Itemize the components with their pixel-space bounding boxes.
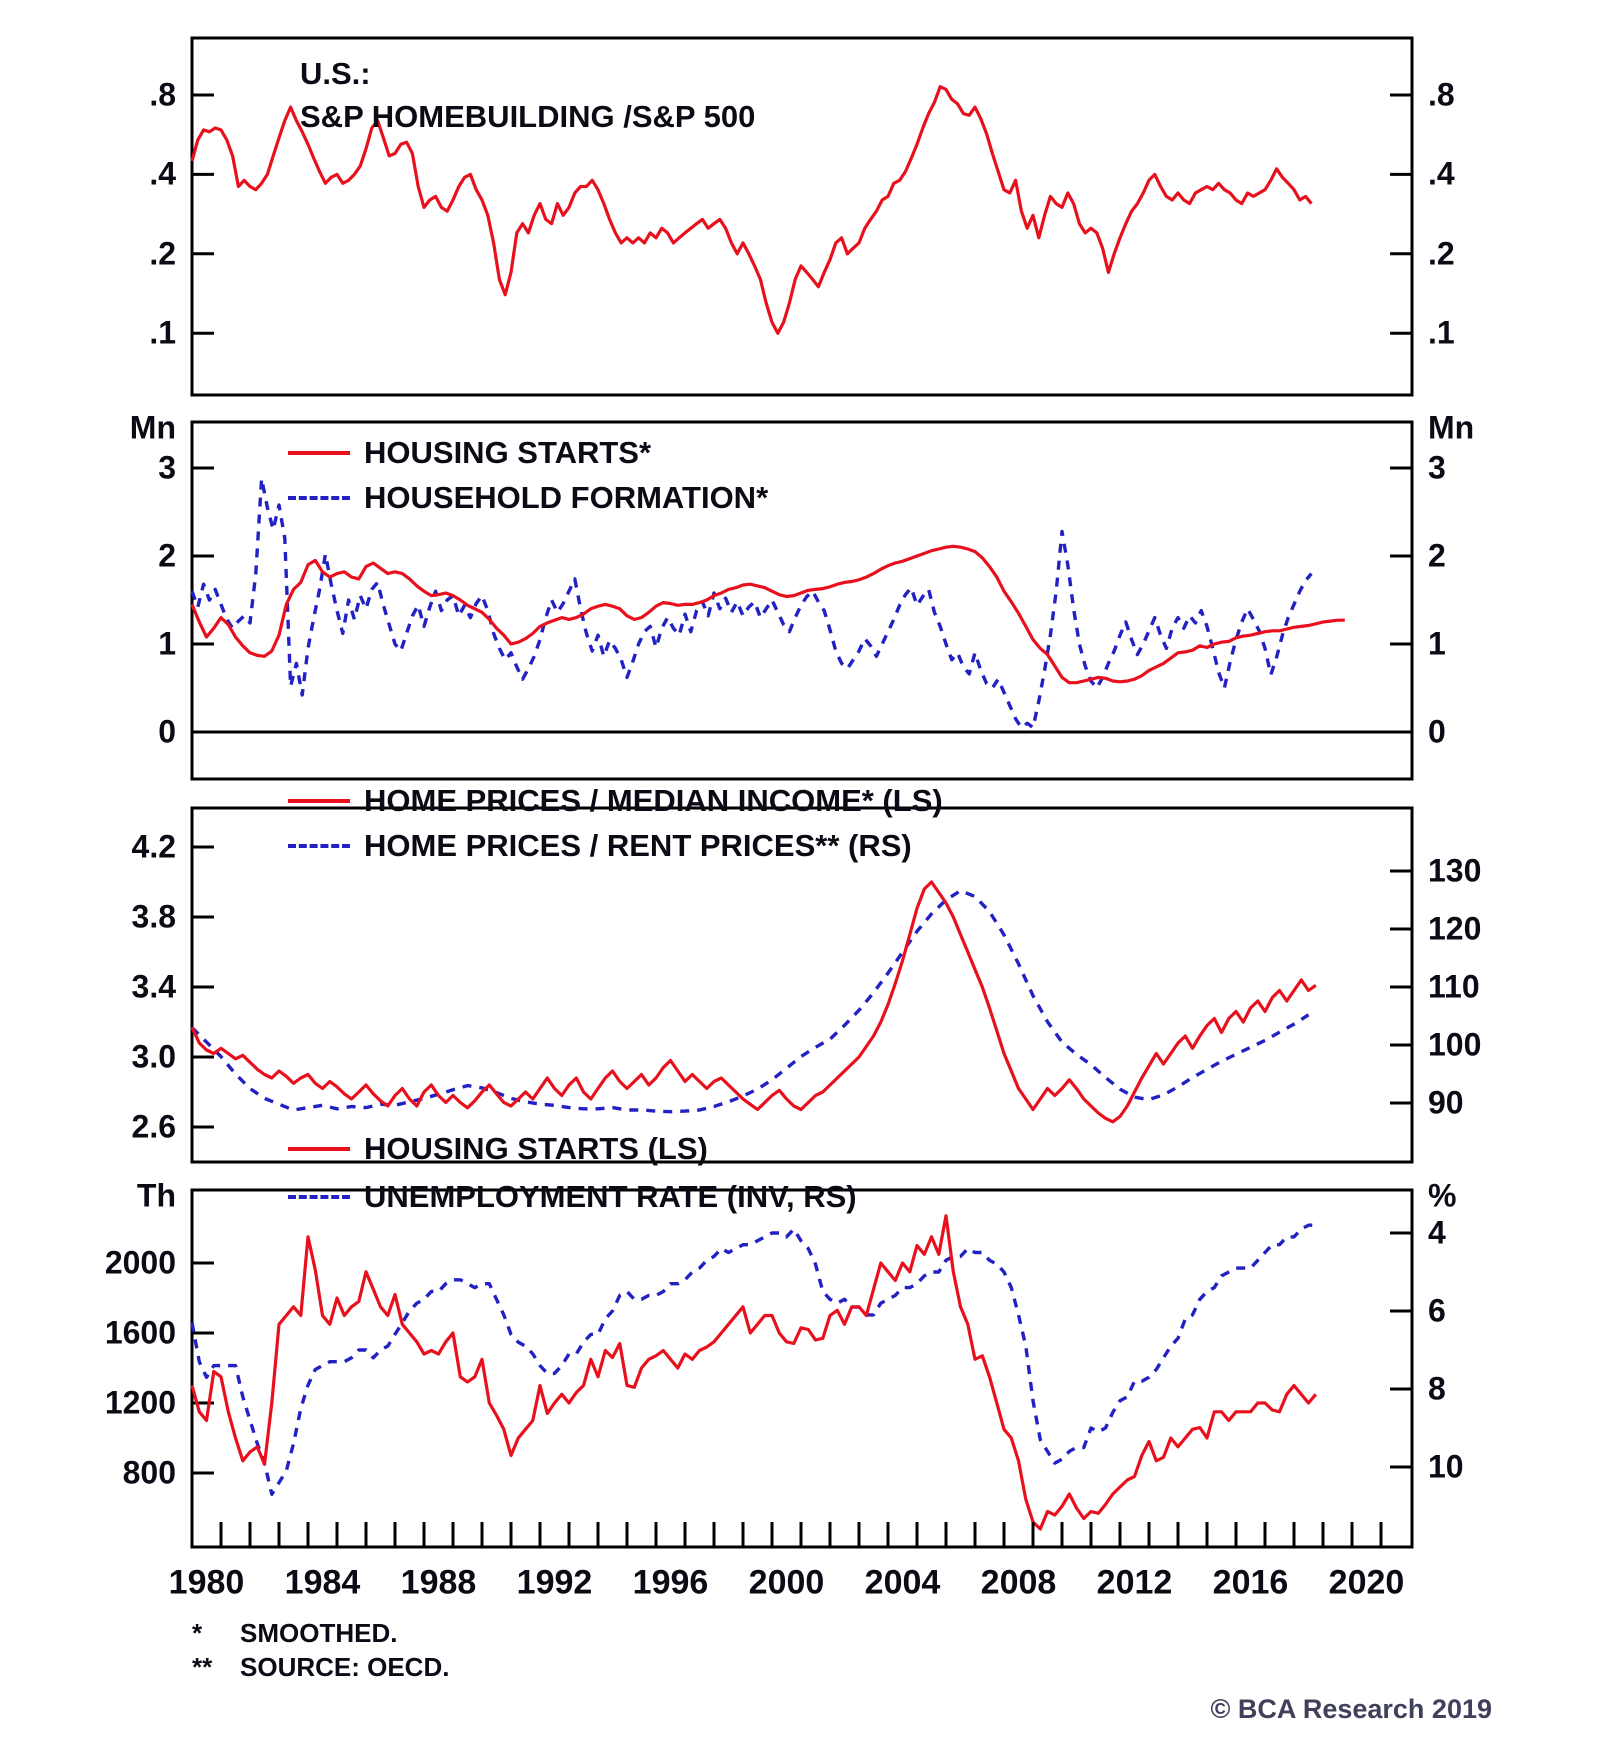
axis-tick-label-right-starts-formation: 1	[1428, 625, 1446, 662]
panel-frame-starts-formation	[190, 420, 1414, 781]
legend-housing-starts: HOUSING STARTS*	[288, 435, 652, 470]
footnote-marker: **	[192, 1652, 213, 1682]
footnote-text: SOURCE: OECD.	[240, 1652, 450, 1682]
legend-household-formation: HOUSEHOLD FORMATION*	[288, 480, 769, 515]
series-starts-formation-dashed	[190, 476, 1313, 730]
x-axis-year-label: 1980	[168, 1563, 245, 1602]
legend-label: HOME PRICES / RENT PRICES** (RS)	[364, 828, 912, 863]
x-axis-year-label: 2016	[1212, 1563, 1289, 1602]
axis-tick-label-left-starts-unemployment: 800	[122, 1454, 176, 1491]
axis-tick-label-left-starts-unemployment: 1200	[104, 1384, 176, 1421]
red-line-key-icon	[288, 451, 350, 455]
chart-title: U.S.: S&P HOMEBUILDING /S&P 500	[300, 52, 755, 138]
axis-tick-label-right-homebuilding-ratio: .1	[1428, 314, 1455, 351]
axis-tick-label-left-valuation: 4.2	[131, 828, 176, 865]
panel-frame-homebuilding-ratio	[190, 36, 1414, 397]
panel-frame-starts-unemployment	[190, 1188, 1414, 1549]
legend-label: HOME PRICES / MEDIAN INCOME* (LS)	[364, 783, 943, 818]
x-axis-year-label: 2020	[1328, 1563, 1405, 1602]
x-axis-year-label: 2012	[1096, 1563, 1173, 1602]
chart-title-line1: U.S.:	[300, 56, 371, 91]
footnote-source: ** SOURCE: OECD.	[192, 1652, 449, 1683]
axis-tick-label-left-starts-unemployment: 2000	[104, 1244, 176, 1281]
axis-tick-label-right-valuation: 110	[1428, 968, 1480, 1005]
blue-dashed-key-icon	[288, 1195, 350, 1199]
axis-tick-label-right-valuation: 130	[1428, 852, 1482, 889]
axis-tick-label-left-valuation: 3.8	[131, 898, 176, 935]
axis-tick-label-right-starts-formation: 2	[1428, 537, 1446, 574]
legend-label: HOUSING STARTS (LS)	[364, 1131, 708, 1166]
axis-tick-label-left-valuation: 3.0	[131, 1038, 176, 1075]
axis-tick-label-left-valuation: 3.4	[131, 968, 176, 1005]
x-axis-year-label: 1996	[632, 1563, 709, 1602]
x-axis-year-label: 2008	[980, 1563, 1057, 1602]
legend-label: HOUSING STARTS*	[364, 435, 652, 470]
blue-dashed-key-icon	[288, 496, 350, 500]
series-starts-formation-solid	[190, 544, 1345, 685]
axis-tick-label-right-starts-unemployment: 10	[1428, 1448, 1464, 1485]
axis-tick-label-left-homebuilding-ratio: .1	[149, 314, 176, 351]
axis-tick-label-left-homebuilding-ratio: .8	[149, 76, 176, 113]
legend-label: UNEMPLOYMENT RATE (INV, RS)	[364, 1179, 857, 1214]
blue-dashed-key-icon	[288, 844, 350, 848]
legend-housing-starts-ls: HOUSING STARTS (LS)	[288, 1131, 708, 1166]
x-axis-year-label: 1984	[284, 1563, 361, 1602]
chart-title-line2: S&P HOMEBUILDING /S&P 500	[300, 99, 756, 134]
series-homebuilding-ratio-solid	[190, 85, 1313, 335]
axis-tick-label-right-starts-unemployment: 6	[1428, 1292, 1446, 1329]
axis-tick-label-left-starts-unemployment: 1600	[104, 1314, 176, 1351]
x-axis-year-label: 1988	[400, 1563, 477, 1602]
axis-tick-label-left-valuation: 2.6	[131, 1108, 176, 1145]
axis-tick-label-left-starts-formation: 2	[158, 537, 176, 574]
axis-tick-label-right-starts-unemployment: 4	[1428, 1214, 1446, 1251]
axis-unit-label-starts-unemployment: Th	[136, 1177, 176, 1214]
axis-unit-label-starts-formation: Mn	[129, 409, 176, 446]
legend-unemployment: UNEMPLOYMENT RATE (INV, RS)	[288, 1179, 857, 1214]
axis-tick-label-right-valuation: 120	[1428, 910, 1482, 947]
x-axis-year-label: 2000	[748, 1563, 825, 1602]
legend-price-rent: HOME PRICES / RENT PRICES** (RS)	[288, 828, 912, 863]
axis-tick-label-left-homebuilding-ratio: .4	[149, 155, 176, 192]
axis-tick-label-right-homebuilding-ratio: .8	[1428, 76, 1455, 113]
legend-label: HOUSEHOLD FORMATION*	[364, 480, 769, 515]
axis-tick-label-right-valuation: 90	[1428, 1084, 1464, 1121]
axis-unit-label-starts-unemployment: %	[1428, 1177, 1457, 1214]
axis-tick-label-right-homebuilding-ratio: .4	[1428, 155, 1455, 192]
red-line-key-icon	[288, 799, 350, 803]
x-axis-year-label: 1992	[516, 1563, 593, 1602]
series-valuation-dashed	[190, 889, 1310, 1114]
axis-tick-label-left-starts-formation: 3	[158, 449, 176, 486]
axis-tick-label-left-starts-formation: 1	[158, 625, 176, 662]
axis-tick-label-left-homebuilding-ratio: .2	[149, 235, 176, 272]
axis-tick-label-right-homebuilding-ratio: .2	[1428, 235, 1455, 272]
x-axis-year-label: 2004	[864, 1563, 941, 1602]
legend-price-income: HOME PRICES / MEDIAN INCOME* (LS)	[288, 783, 943, 818]
panel-frame-valuation	[190, 806, 1414, 1164]
red-line-key-icon	[288, 1147, 350, 1151]
footnote-text: SMOOTHED.	[240, 1618, 398, 1648]
axis-unit-label-starts-formation: Mn	[1428, 409, 1475, 446]
axis-tick-label-right-starts-formation: 0	[1428, 713, 1446, 750]
axis-tick-label-right-starts-unemployment: 8	[1428, 1370, 1446, 1407]
footnote-marker: *	[192, 1618, 203, 1648]
axis-tick-label-right-valuation: 100	[1428, 1026, 1482, 1063]
series-valuation-solid	[190, 880, 1317, 1124]
footnote-smoothed: * SMOOTHED.	[192, 1618, 397, 1649]
copyright: © BCA Research 2019	[1210, 1694, 1492, 1724]
series-starts-unemployment-dashed	[190, 1223, 1316, 1496]
axis-tick-label-right-starts-formation: 3	[1428, 449, 1446, 486]
axis-tick-label-left-starts-formation: 0	[158, 713, 176, 750]
series-starts-unemployment-solid	[190, 1214, 1318, 1531]
